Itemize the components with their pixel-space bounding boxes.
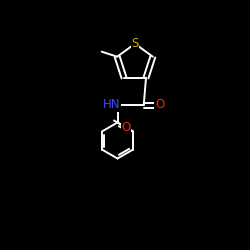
Text: O: O — [155, 98, 164, 112]
Text: O: O — [121, 121, 130, 134]
Text: HN: HN — [103, 98, 121, 112]
Text: S: S — [131, 37, 139, 50]
